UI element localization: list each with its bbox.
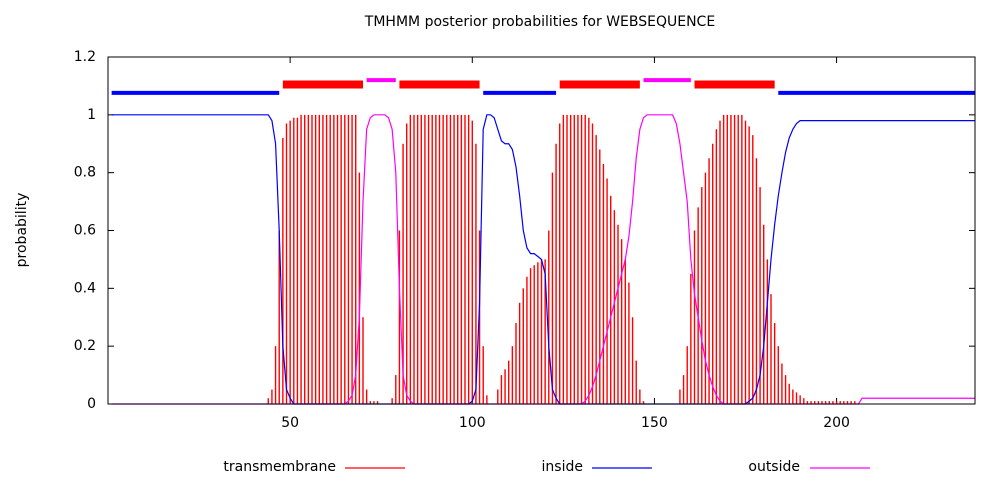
y-tick-label: 0.6 <box>74 223 96 239</box>
legend-label: outside <box>748 459 800 475</box>
x-tick-label: 200 <box>823 415 850 431</box>
x-tick-label: 100 <box>459 415 486 431</box>
y-tick-label: 1 <box>87 107 96 123</box>
y-tick-label: 0 <box>87 396 96 412</box>
chart-title: TMHMM posterior probabilities for WEBSEQ… <box>364 14 715 30</box>
y-tick-label: 1.2 <box>74 49 96 65</box>
y-tick-label: 0.8 <box>74 165 96 181</box>
y-axis-label: probability <box>14 193 30 268</box>
y-tick-label: 0.2 <box>74 338 96 354</box>
x-tick-label: 150 <box>641 415 668 431</box>
plot-frame <box>107 56 976 405</box>
legend-label: transmembrane <box>223 459 336 475</box>
x-tick-label: 50 <box>281 415 299 431</box>
probability-line <box>111 114 975 405</box>
legend-label: inside <box>542 459 583 475</box>
y-tick-label: 0.4 <box>74 280 96 296</box>
probability-line <box>111 114 975 405</box>
